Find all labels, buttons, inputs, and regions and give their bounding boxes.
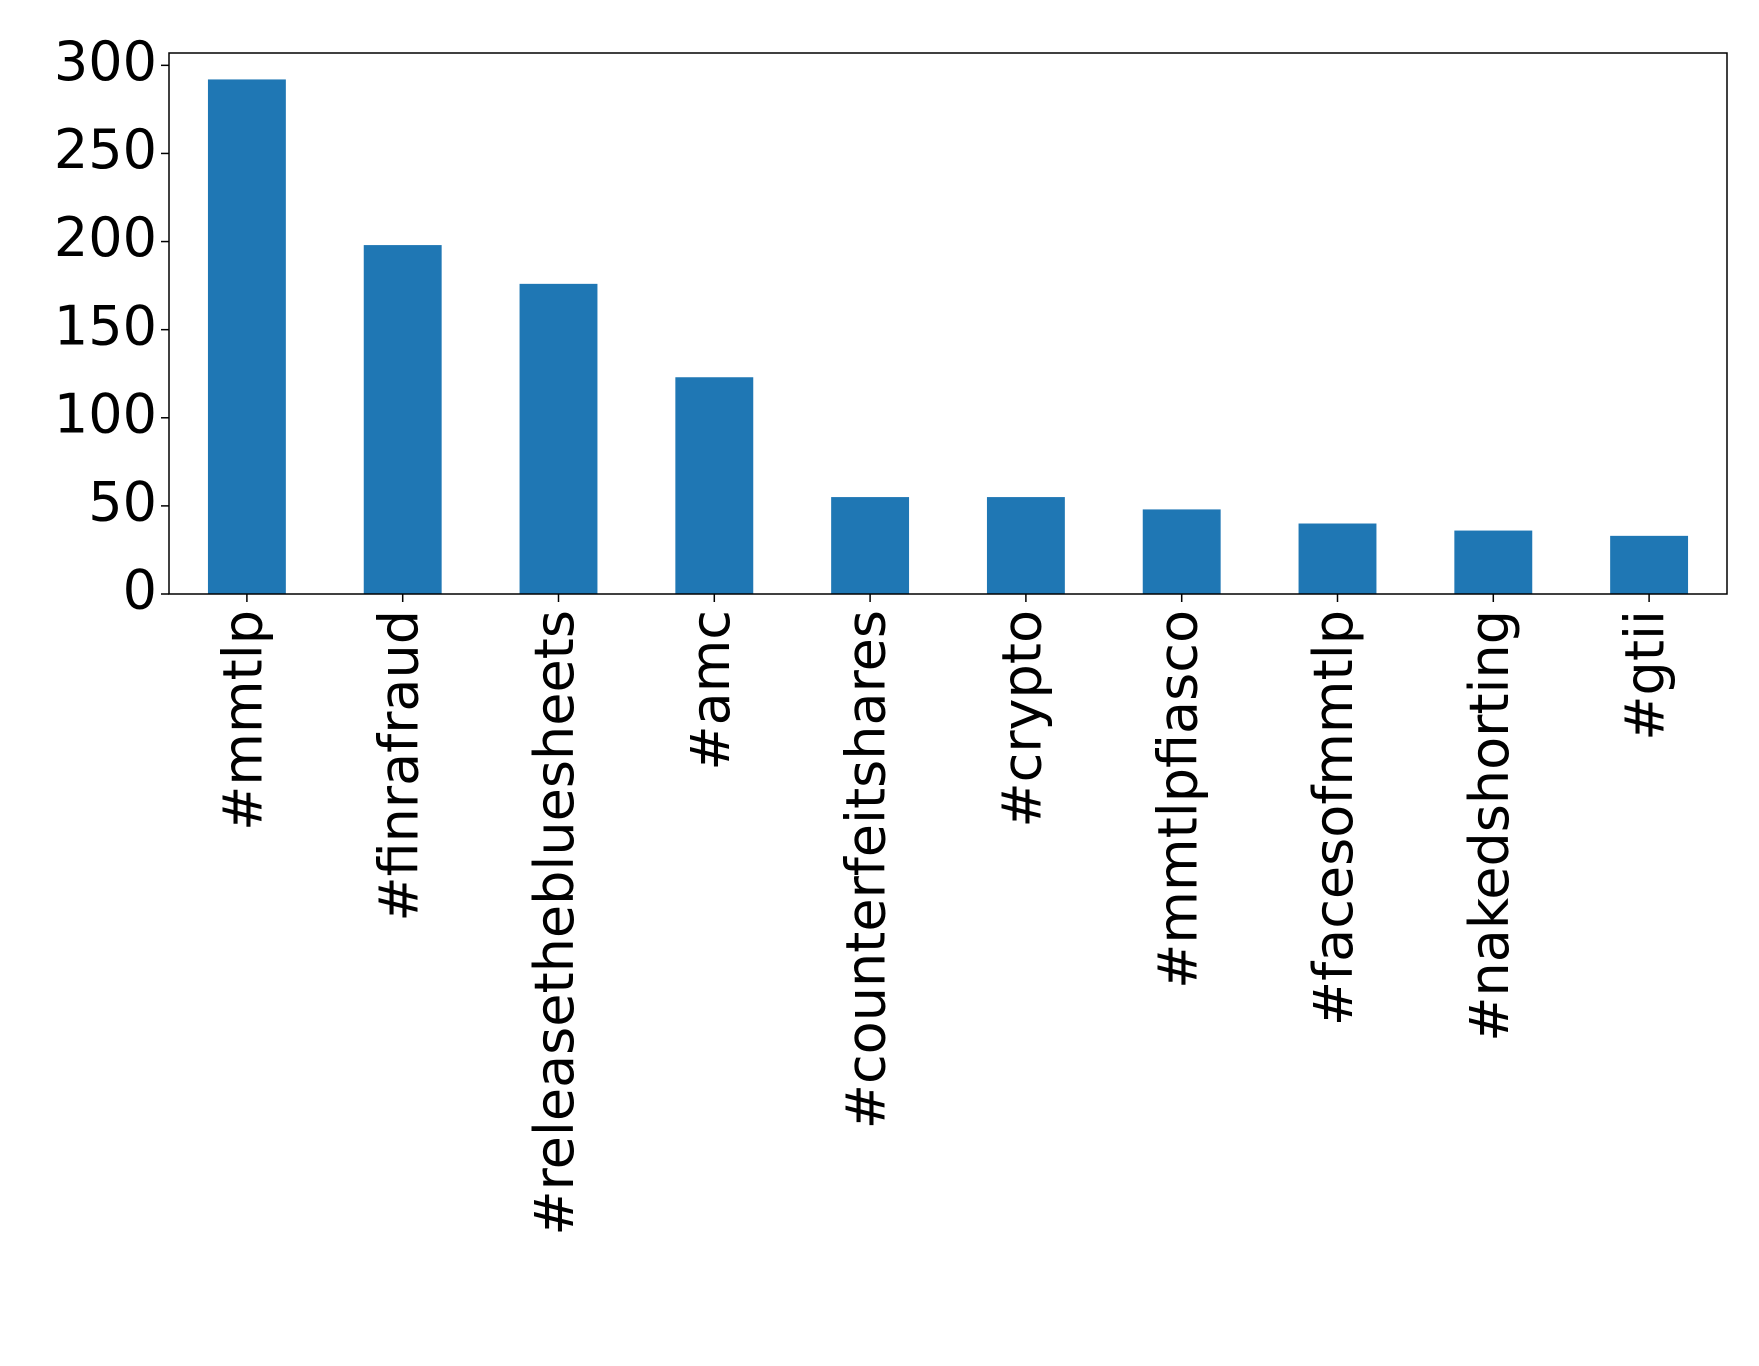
x-tick-label: #finrafraud <box>367 610 430 922</box>
plot-frame <box>168 52 1728 595</box>
x-tick-label: #facesofmmtlp <box>1302 610 1365 1026</box>
bar <box>831 497 910 594</box>
x-tick-label: #counterfeitshares <box>835 610 898 1129</box>
x-tick-label: #releasethebluesheets <box>523 610 586 1236</box>
y-tick-label: 250 <box>54 118 157 181</box>
bar <box>1454 530 1533 594</box>
bar <box>1610 535 1689 594</box>
x-tick-label: #mmtlp <box>212 610 275 831</box>
bar <box>1298 523 1377 594</box>
y-tick-label: 0 <box>123 559 157 622</box>
bar <box>519 283 598 594</box>
bar <box>207 79 286 594</box>
y-tick-label: 100 <box>54 382 157 445</box>
x-tick-label: #mmtlpfiasco <box>1146 610 1209 989</box>
bar <box>675 377 754 594</box>
x-tick-label: #nakedshorting <box>1458 610 1521 1042</box>
y-tick-label: 300 <box>54 30 157 93</box>
bar <box>363 245 442 595</box>
x-tick-label: #crypto <box>991 610 1054 828</box>
y-tick-label: 150 <box>54 294 157 357</box>
bar <box>1142 509 1221 594</box>
x-tick-label: #amc <box>679 610 742 771</box>
bar <box>986 497 1065 594</box>
y-tick-label: 200 <box>54 206 157 269</box>
y-tick-label: 50 <box>88 471 157 534</box>
x-tick-label: #gtii <box>1614 610 1677 741</box>
